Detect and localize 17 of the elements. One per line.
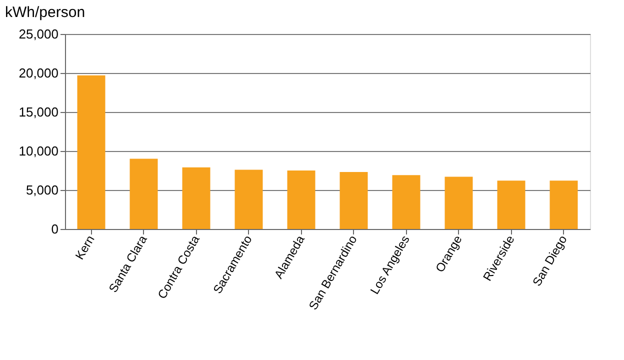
bar <box>497 180 526 229</box>
bar <box>234 170 263 229</box>
y-tick-label: 5,000 <box>26 182 58 198</box>
bar <box>130 158 158 229</box>
bar <box>340 172 368 229</box>
bar <box>77 75 106 229</box>
y-tick-label: 0 <box>51 222 58 236</box>
bar <box>287 170 316 229</box>
y-tick-label: 20,000 <box>18 66 58 80</box>
bar <box>392 175 420 229</box>
bar <box>444 176 473 229</box>
y-tick-label: 10,000 <box>18 144 58 158</box>
y-tick-label: 25,000 <box>18 26 58 42</box>
bar <box>182 167 210 229</box>
bar <box>550 180 578 229</box>
y-axis-title: kWh/person <box>5 4 86 21</box>
y-tick-label: 15,000 <box>18 104 58 120</box>
